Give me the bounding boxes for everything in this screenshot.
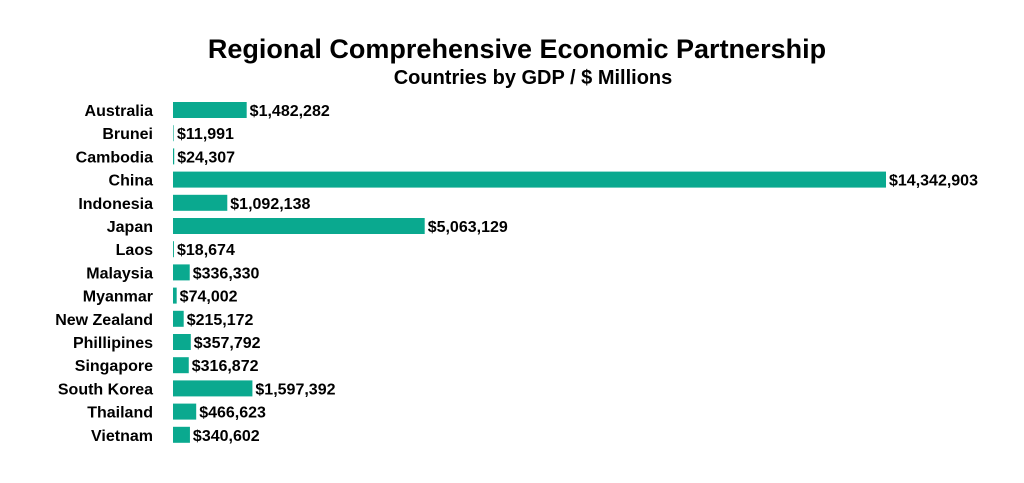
bar-brunei [173, 125, 174, 142]
category-label-thailand: Thailand [87, 405, 153, 422]
category-label-singapore: Singapore [75, 358, 153, 375]
bar-vietnam [173, 426, 190, 443]
category-label-vietnam: Vietnam [91, 428, 153, 445]
bar-singapore [173, 357, 189, 374]
value-label-australia: $1,482,282 [250, 103, 330, 120]
bar-cambodia [173, 148, 175, 165]
category-label-australia: Australia [85, 103, 154, 120]
value-label-myanmar: $74,002 [180, 289, 238, 306]
chart-subtitle: Countries by GDP / $ Millions [393, 67, 673, 89]
value-label-vietnam: $340,602 [193, 428, 260, 445]
value-label-cambodia: $24,307 [177, 149, 235, 166]
value-label-brunei: $11,991 [177, 126, 234, 143]
bar-china [173, 171, 886, 188]
value-label-new-zealand: $215,172 [187, 312, 254, 329]
value-label-south-korea: $1,597,392 [255, 381, 335, 398]
value-label-malaysia: $336,330 [193, 265, 260, 282]
category-label-phillipines: Phillipines [73, 335, 153, 352]
value-label-thailand: $466,623 [199, 405, 266, 422]
category-label-malaysia: Malaysia [86, 265, 153, 282]
category-label-south-korea: South Korea [58, 381, 153, 398]
category-label-china: China [109, 173, 154, 190]
chart-title: Regional Comprehensive Economic Partners… [207, 34, 827, 64]
category-label-cambodia: Cambodia [76, 149, 153, 166]
bar-malaysia [173, 264, 190, 281]
bar-phillipines [173, 334, 191, 350]
value-label-japan: $5,063,129 [428, 219, 508, 236]
value-label-phillipines: $357,792 [194, 335, 261, 352]
value-label-laos: $18,674 [177, 242, 235, 259]
bar-laos [173, 241, 174, 258]
bar-japan [173, 218, 425, 234]
bar-south-korea [173, 380, 253, 397]
value-label-indonesia: $1,092,138 [230, 196, 310, 213]
bar-thailand [173, 403, 197, 420]
category-label-brunei: Brunei [102, 126, 153, 143]
bar-indonesia [173, 194, 228, 211]
category-label-indonesia: Indonesia [78, 196, 153, 213]
value-label-china: $14,342,903 [889, 173, 978, 190]
category-label-new-zealand: New Zealand [55, 312, 153, 329]
category-label-myanmar: Myanmar [83, 289, 153, 306]
category-label-laos: Laos [116, 242, 153, 259]
bar-new-zealand [173, 310, 184, 327]
bar-australia [173, 102, 247, 118]
category-label-japan: Japan [107, 219, 153, 236]
value-label-singapore: $316,872 [192, 358, 259, 375]
bar-myanmar [173, 287, 177, 304]
